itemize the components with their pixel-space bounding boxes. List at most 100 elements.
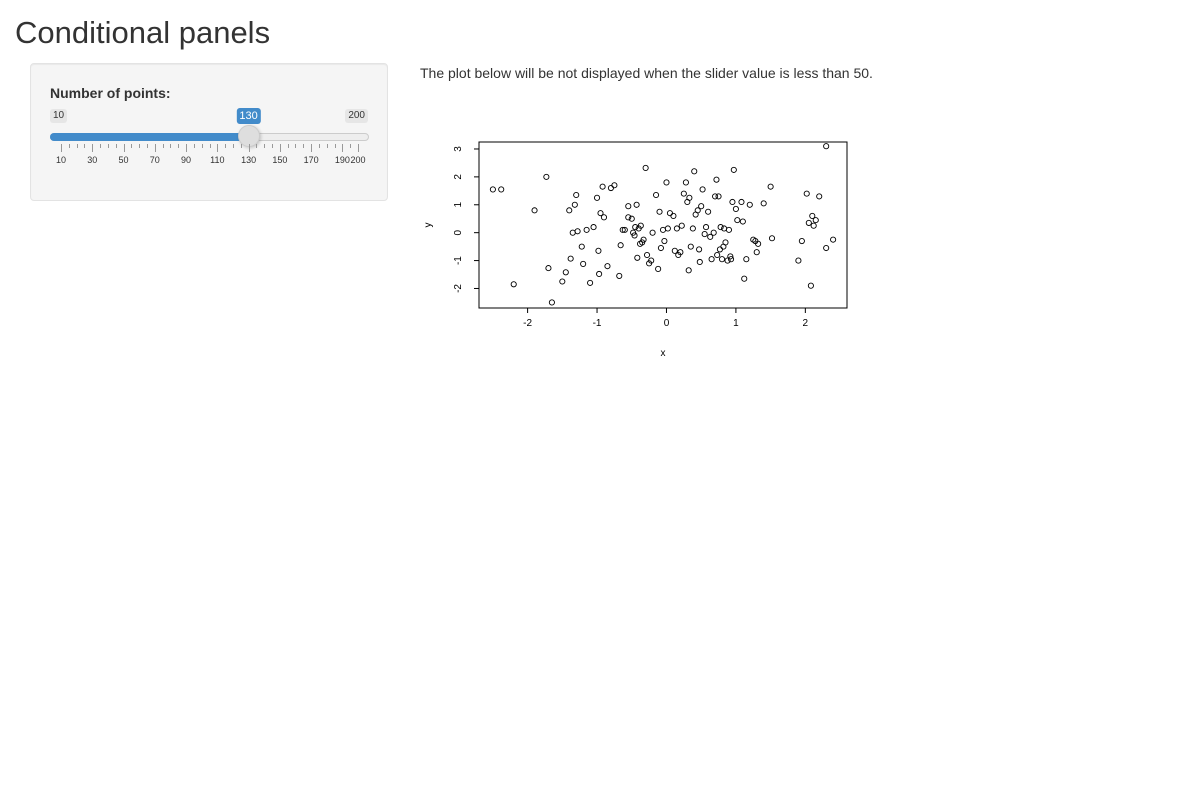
y-tick-label: 1 xyxy=(453,202,464,208)
slider-tick xyxy=(342,144,344,152)
data-point xyxy=(595,247,602,254)
data-point xyxy=(686,194,693,201)
data-point xyxy=(543,173,550,180)
data-point xyxy=(734,217,741,224)
data-point xyxy=(705,208,712,215)
slider-tick xyxy=(232,144,234,148)
data-point xyxy=(619,226,626,233)
y-tick-label: 2 xyxy=(453,174,464,180)
slider-tick-label: 90 xyxy=(181,155,192,165)
data-point xyxy=(617,242,624,249)
data-point xyxy=(643,251,651,259)
page-title: Conditional panels xyxy=(15,15,271,50)
data-point xyxy=(604,263,611,270)
data-point xyxy=(812,217,819,224)
slider-tick-label: 110 xyxy=(210,155,225,165)
data-point xyxy=(689,225,696,232)
data-point xyxy=(732,205,739,213)
data-point xyxy=(548,299,555,306)
data-point xyxy=(760,200,767,207)
data-point xyxy=(746,201,753,208)
data-point xyxy=(816,193,823,200)
data-point xyxy=(597,210,604,217)
slider-tick xyxy=(107,144,109,148)
slider-tick xyxy=(178,144,180,148)
slider-tick xyxy=(123,144,125,152)
slider-tick xyxy=(350,144,352,148)
slider-tick xyxy=(334,144,336,148)
data-point xyxy=(730,166,737,173)
slider-tick xyxy=(279,144,281,152)
data-point xyxy=(707,233,714,240)
data-point xyxy=(677,249,684,256)
slider-max-label: 200 xyxy=(345,109,368,123)
slider-tick-label: 50 xyxy=(118,155,129,165)
data-point xyxy=(659,226,667,233)
data-point xyxy=(671,247,678,254)
data-point xyxy=(562,269,569,276)
data-point xyxy=(715,193,722,200)
data-point xyxy=(611,182,618,189)
slider-label: Number of points: xyxy=(50,85,171,101)
slider-tick xyxy=(146,144,148,148)
data-point xyxy=(642,164,649,171)
slider-grid: 10 30 50 70 90 110 130 150 170 190 200 xyxy=(50,144,369,174)
data-point xyxy=(489,186,496,193)
data-point xyxy=(587,279,594,286)
x-tick-label: -1 xyxy=(593,318,602,329)
data-point xyxy=(717,224,724,231)
slider-tick xyxy=(209,144,211,148)
y-tick-label: 0 xyxy=(453,229,464,235)
data-point xyxy=(702,224,710,231)
slider-tick-label: 150 xyxy=(272,155,288,165)
data-point xyxy=(661,237,668,245)
data-point xyxy=(743,256,750,263)
slider-tick-label: 170 xyxy=(303,155,319,165)
slider-tick xyxy=(225,144,227,148)
data-point xyxy=(590,224,597,231)
y-axis-label: y xyxy=(423,223,434,228)
slider-tick xyxy=(295,144,297,148)
x-tick-label: 2 xyxy=(803,318,809,329)
slider-tick xyxy=(311,144,313,152)
slider-tick xyxy=(115,144,117,148)
data-point xyxy=(578,243,585,250)
data-point xyxy=(810,222,817,229)
data-point xyxy=(621,226,628,233)
data-point xyxy=(599,183,606,190)
slider-tick xyxy=(256,144,258,148)
data-point xyxy=(798,237,805,245)
data-point xyxy=(648,257,655,264)
data-point xyxy=(633,201,640,208)
data-point xyxy=(666,210,673,217)
data-point xyxy=(531,207,538,214)
data-point xyxy=(699,186,706,193)
data-point xyxy=(607,184,614,192)
data-point xyxy=(559,278,566,285)
data-point xyxy=(722,239,729,246)
data-point xyxy=(823,244,830,252)
slider-tick xyxy=(201,144,203,148)
slider-min-label: 10 xyxy=(50,109,68,123)
data-point xyxy=(823,143,830,150)
slider-tick xyxy=(131,144,133,148)
data-point xyxy=(655,265,662,272)
data-point xyxy=(574,228,581,235)
data-point xyxy=(739,218,746,225)
slider-tick xyxy=(162,144,164,148)
data-point xyxy=(625,203,632,210)
data-point xyxy=(573,191,580,199)
data-point xyxy=(698,203,705,210)
data-point xyxy=(712,193,719,200)
slider-tick xyxy=(318,144,320,148)
slider-tick xyxy=(68,144,70,148)
data-point xyxy=(583,226,590,233)
data-point xyxy=(680,190,687,197)
data-point xyxy=(729,198,736,206)
data-point xyxy=(569,229,576,236)
y-tick-label: -1 xyxy=(453,256,464,265)
data-point xyxy=(663,179,670,186)
data-point xyxy=(571,201,578,208)
data-point xyxy=(755,240,762,247)
slider-tick xyxy=(170,144,172,148)
